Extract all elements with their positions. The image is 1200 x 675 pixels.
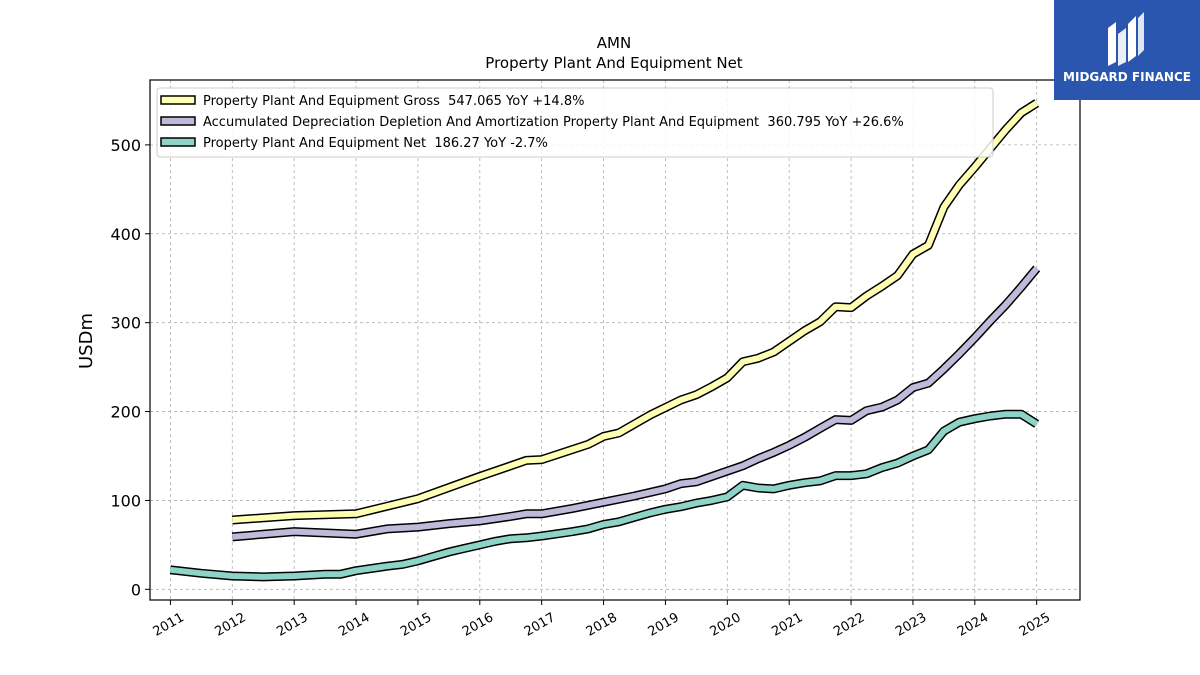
brand-logo: MIDGARD FINANCE	[1054, 0, 1200, 100]
x-tick-label: 2013	[274, 610, 310, 640]
x-tick-label: 2021	[769, 610, 805, 640]
x-tick-label: 2015	[398, 610, 434, 640]
series-line-0	[232, 100, 1039, 523]
y-tick-label: 200	[110, 403, 141, 422]
midgard-logo-icon	[1108, 12, 1144, 66]
x-tick-label: 2012	[212, 610, 248, 640]
series-line-2	[170, 411, 1039, 580]
x-tick-label: 2020	[707, 610, 743, 640]
x-tick-label: 2019	[646, 610, 682, 640]
x-tick-label: 2016	[460, 610, 496, 640]
x-tick-label: 2011	[151, 610, 187, 640]
y-tick-label: 100	[110, 491, 141, 510]
y-tick-label: 400	[110, 225, 141, 244]
legend-swatch-0	[160, 95, 196, 105]
legend-label-1: Accumulated Depreciation Depletion And A…	[203, 115, 904, 130]
legend-label-0: Property Plant And Equipment Gross 547.0…	[203, 94, 584, 109]
plot-frame	[149, 79, 1081, 601]
x-tick-label: 2018	[584, 610, 620, 640]
series-line-1	[232, 266, 1040, 540]
legend-box	[156, 87, 994, 158]
legend-swatch-1	[160, 116, 196, 126]
x-tick-label: 2024	[955, 610, 991, 640]
y-tick-label: 300	[110, 314, 141, 333]
y-tick-label: 500	[110, 136, 141, 155]
x-tick-label: 2014	[336, 610, 372, 640]
y-axis-label: USDm	[76, 313, 97, 369]
chart-title: AMN	[597, 34, 631, 52]
x-tick-label: 2023	[893, 610, 929, 640]
series-layer	[169, 99, 1041, 582]
legend-label-2: Property Plant And Equipment Net 186.27 …	[203, 136, 548, 151]
chart-subtitle: Property Plant And Equipment Net	[485, 54, 742, 72]
brand-name: MIDGARD FINANCE	[1063, 70, 1191, 84]
legend-swatch-2	[160, 137, 196, 147]
y-tick-label: 0	[131, 580, 141, 599]
x-tick-label: 2017	[522, 610, 558, 640]
x-tick-label: 2022	[831, 610, 867, 640]
legend: Property Plant And Equipment Gross 547.0…	[156, 87, 994, 158]
x-tick-label: 2025	[1017, 610, 1053, 640]
